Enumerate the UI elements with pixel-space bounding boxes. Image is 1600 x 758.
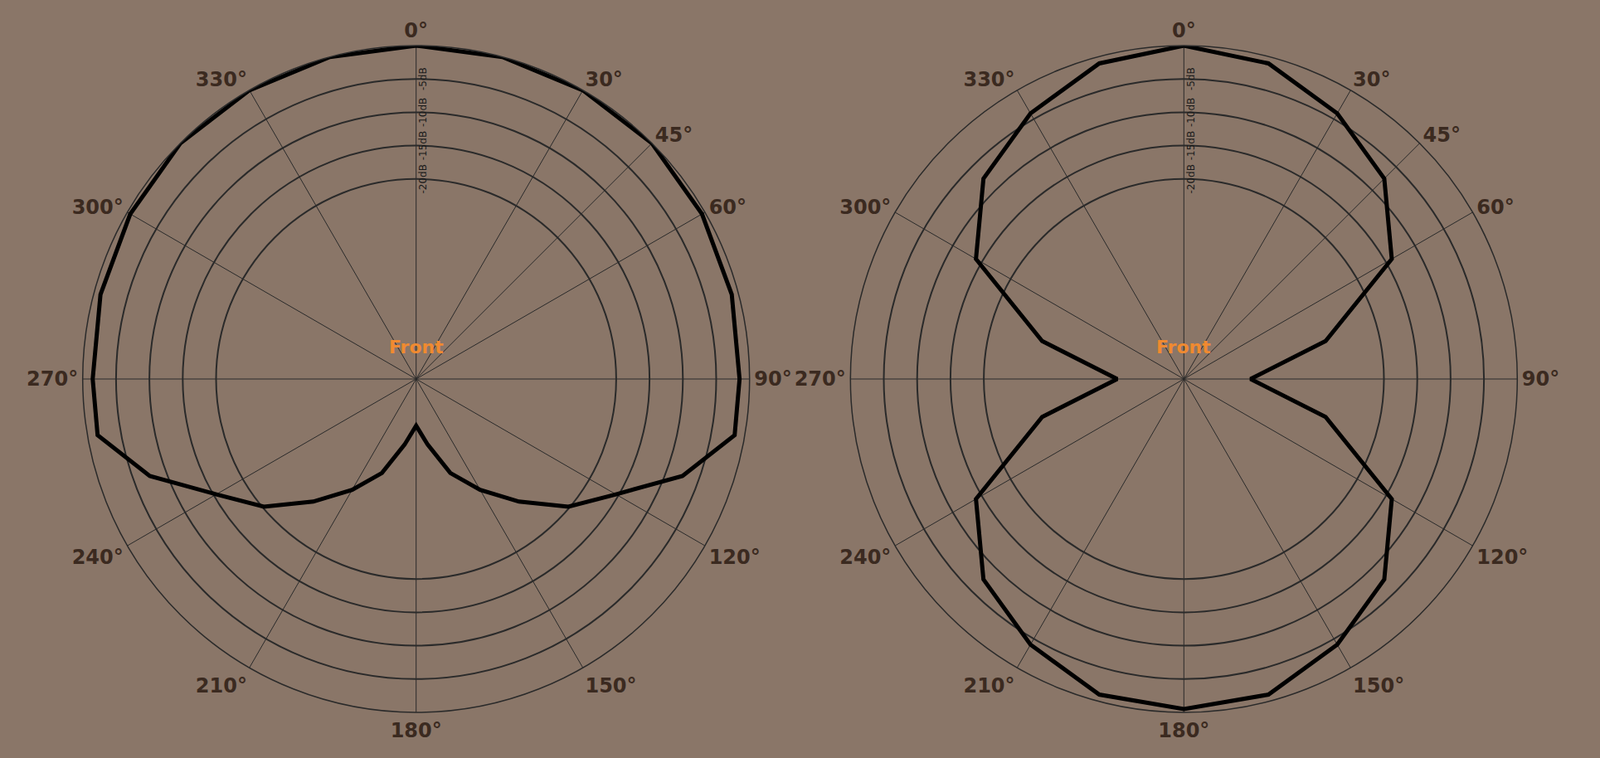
svg-text:120°: 120° xyxy=(1476,545,1528,569)
svg-text:300°: 300° xyxy=(72,195,124,219)
svg-text:-5dB: -5dB xyxy=(417,67,429,91)
svg-text:240°: 240° xyxy=(839,545,891,569)
svg-text:0°: 0° xyxy=(403,19,428,43)
svg-text:0°: 0° xyxy=(1172,19,1197,43)
svg-text:240°: 240° xyxy=(72,545,124,569)
svg-text:-20dB: -20dB xyxy=(1185,164,1197,194)
svg-text:120°: 120° xyxy=(709,545,761,569)
svg-text:45°: 45° xyxy=(1422,123,1460,147)
svg-text:-5dB: -5dB xyxy=(1185,67,1197,91)
svg-text:180°: 180° xyxy=(390,719,443,743)
svg-text:270°: 270° xyxy=(26,367,78,391)
svg-text:180°: 180° xyxy=(1157,719,1210,743)
svg-text:Front: Front xyxy=(389,336,444,358)
svg-text:150°: 150° xyxy=(1352,674,1405,698)
svg-text:-10dB: -10dB xyxy=(417,97,429,127)
svg-text:-20dB: -20dB xyxy=(417,164,429,194)
svg-text:-15dB: -15dB xyxy=(1185,131,1197,161)
svg-text:Front: Front xyxy=(1156,336,1211,358)
svg-text:45°: 45° xyxy=(655,123,693,147)
svg-text:60°: 60° xyxy=(1476,195,1514,219)
svg-text:30°: 30° xyxy=(584,68,623,92)
svg-text:60°: 60° xyxy=(709,195,747,219)
svg-text:90°: 90° xyxy=(1522,367,1560,391)
svg-text:270°: 270° xyxy=(794,367,847,391)
svg-text:210°: 210° xyxy=(195,674,248,698)
svg-text:90°: 90° xyxy=(753,367,792,391)
svg-text:330°: 330° xyxy=(195,68,248,92)
svg-text:-15dB: -15dB xyxy=(417,131,429,161)
svg-text:30°: 30° xyxy=(1352,68,1391,92)
svg-text:210°: 210° xyxy=(962,674,1015,698)
svg-text:330°: 330° xyxy=(962,68,1015,92)
svg-text:-10dB: -10dB xyxy=(1185,97,1197,127)
svg-text:150°: 150° xyxy=(584,674,637,698)
svg-text:300°: 300° xyxy=(839,195,891,219)
